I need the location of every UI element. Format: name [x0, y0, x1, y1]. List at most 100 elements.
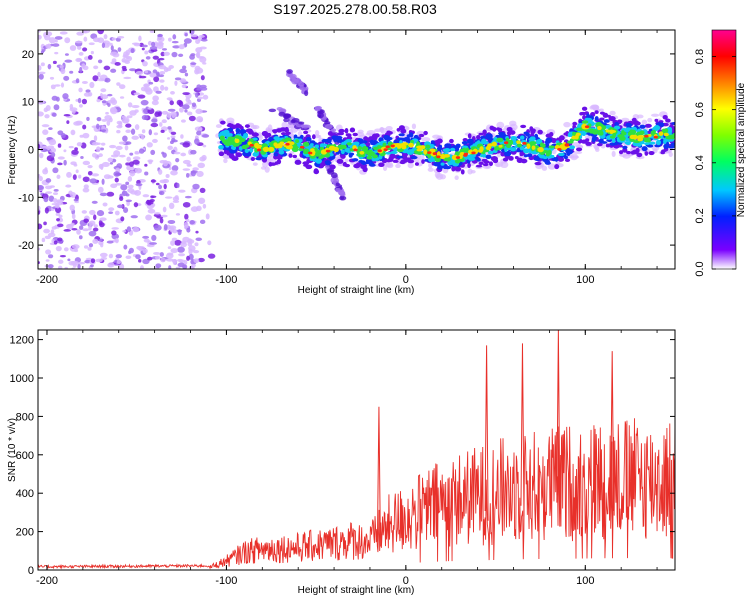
spectrogram-noise-point	[197, 162, 206, 169]
spectrogram-noise-point	[162, 206, 167, 213]
spectrogram-ridge-point	[625, 141, 631, 145]
spectrogram-noise-point	[109, 144, 117, 149]
spectrogram-ridge-point	[482, 163, 489, 167]
spectrogram-noise-point	[133, 202, 139, 208]
spectrogram-noise-point	[138, 35, 142, 42]
spectrogram-y-tick-label: 10	[22, 97, 34, 109]
spectrogram-halo-point	[365, 132, 375, 136]
spectrogram-noise-point	[55, 202, 64, 206]
spectrogram-noise-point	[166, 67, 172, 72]
spectrogram-noise-point	[82, 132, 90, 139]
spectrogram-noise-point	[91, 200, 98, 204]
spectrogram-noise-point	[89, 81, 95, 89]
spectrogram-noise-point	[57, 237, 63, 242]
spectrogram-noise-point	[168, 265, 172, 269]
spectrogram-noise-point	[201, 134, 210, 138]
spectrogram-noise-point	[162, 152, 167, 158]
spectrogram-ridge-point	[280, 132, 287, 136]
spectrogram-noise-point	[195, 47, 203, 53]
spectrogram-ridge-point	[264, 134, 269, 139]
spectrogram-noise-point	[107, 93, 113, 97]
spectrogram-ridge-point	[410, 148, 415, 154]
spectrogram-noise-point	[43, 228, 50, 234]
spectrogram-noise-point	[135, 182, 143, 187]
spectrogram-noise-point	[135, 254, 141, 260]
spectrogram-noise-point	[125, 129, 132, 134]
spectrogram-ridge-point	[533, 155, 541, 162]
spectrogram-ridge-point	[526, 143, 531, 149]
spectrogram-noise-point	[147, 107, 152, 110]
spectrogram-ridge-point	[584, 129, 593, 133]
spectrogram-noise-point	[53, 188, 59, 192]
spectrogram-halo-point	[380, 127, 388, 134]
spectrogram-noise-point	[115, 145, 123, 151]
spectrogram-streak-point	[314, 108, 321, 112]
spectrogram-noise-point	[57, 143, 62, 148]
spectrogram-noise-point	[181, 104, 190, 110]
spectrogram-noise-point	[55, 245, 62, 252]
spectrogram-noise-point	[171, 40, 179, 44]
spectrogram-noise-point	[154, 212, 161, 215]
spectrogram-noise-point	[134, 167, 142, 174]
spectrogram-noise-point	[64, 59, 73, 63]
spectrogram-noise-point	[156, 43, 164, 49]
spectrogram-streak-point	[278, 111, 286, 117]
spectrogram-ridge-point	[436, 151, 441, 157]
spectrogram-noise-point	[87, 91, 93, 97]
spectrogram-ridge-point	[454, 166, 462, 172]
spectrogram-peak-point	[249, 143, 254, 147]
spectrogram-noise-point	[123, 76, 132, 80]
spectrogram-noise-point	[68, 145, 74, 149]
spectrogram-ridge-point	[575, 147, 583, 152]
spectrogram-noise-point	[153, 86, 159, 93]
spectrogram-noise-point	[82, 30, 91, 34]
spectrogram-noise-point	[106, 191, 115, 197]
spectrogram-noise-point	[75, 40, 83, 44]
spectrogram-noise-point	[131, 104, 140, 109]
spectrogram-noise-point	[198, 118, 203, 123]
spectrogram-streak-point	[295, 78, 302, 84]
spectrogram-noise-point	[200, 38, 208, 42]
spectrogram-noise-point	[168, 225, 177, 230]
spectrogram-halo-point	[281, 121, 288, 129]
spectrogram-noise-point	[134, 151, 140, 155]
spectrogram-ridge-point	[273, 152, 279, 157]
spectrogram-noise-point	[171, 165, 179, 172]
spectrogram-noise-point	[97, 71, 101, 78]
spectrogram-noise-point	[163, 51, 170, 56]
spectrogram-ridge-point	[509, 130, 516, 135]
spectrogram-noise-point	[50, 84, 56, 90]
spectrogram-ridge-point	[238, 124, 242, 129]
spectrogram-ridge-point	[404, 157, 412, 161]
spectrogram-ridge-point	[313, 168, 319, 174]
spectrogram-noise-point	[188, 115, 196, 122]
spectrogram-ridge-point	[644, 123, 652, 128]
spectrogram-ridge-point	[605, 129, 610, 133]
snr-x-tick-label: 0	[403, 575, 409, 587]
spectrogram-ridge-point	[398, 133, 405, 137]
spectrogram-noise-point	[64, 266, 69, 269]
spectrogram-noise-point	[48, 37, 56, 44]
spectrogram-ridge-point	[506, 144, 512, 148]
spectrogram-noise-point	[184, 72, 189, 77]
spectrogram-peak-point	[390, 144, 395, 148]
spectrogram-noise-point	[178, 53, 184, 58]
spectrogram-noise-point	[130, 215, 138, 219]
spectrogram-ridge-point	[629, 134, 636, 140]
spectrogram-noise-point	[119, 196, 124, 202]
spectrogram-noise-point	[48, 147, 57, 153]
spectrogram-ridge-point	[410, 155, 418, 160]
spectrogram-ridge-point	[504, 151, 509, 157]
spectrogram-noise-point	[170, 131, 177, 136]
spectrogram-streak-point	[299, 84, 304, 90]
spectrogram-noise-point	[141, 47, 145, 51]
spectrogram-noise-point	[55, 204, 60, 209]
snr-peak	[556, 330, 561, 514]
spectrogram-noise-point	[52, 167, 59, 174]
spectrogram-noise-point	[101, 42, 106, 49]
spectrogram-ridge-point	[490, 155, 498, 162]
spectrogram-ridge-point	[241, 144, 248, 150]
spectrogram-noise-point	[165, 173, 170, 179]
spectrogram-ridge-point	[408, 132, 414, 138]
spectrogram-noise-point	[122, 54, 128, 59]
